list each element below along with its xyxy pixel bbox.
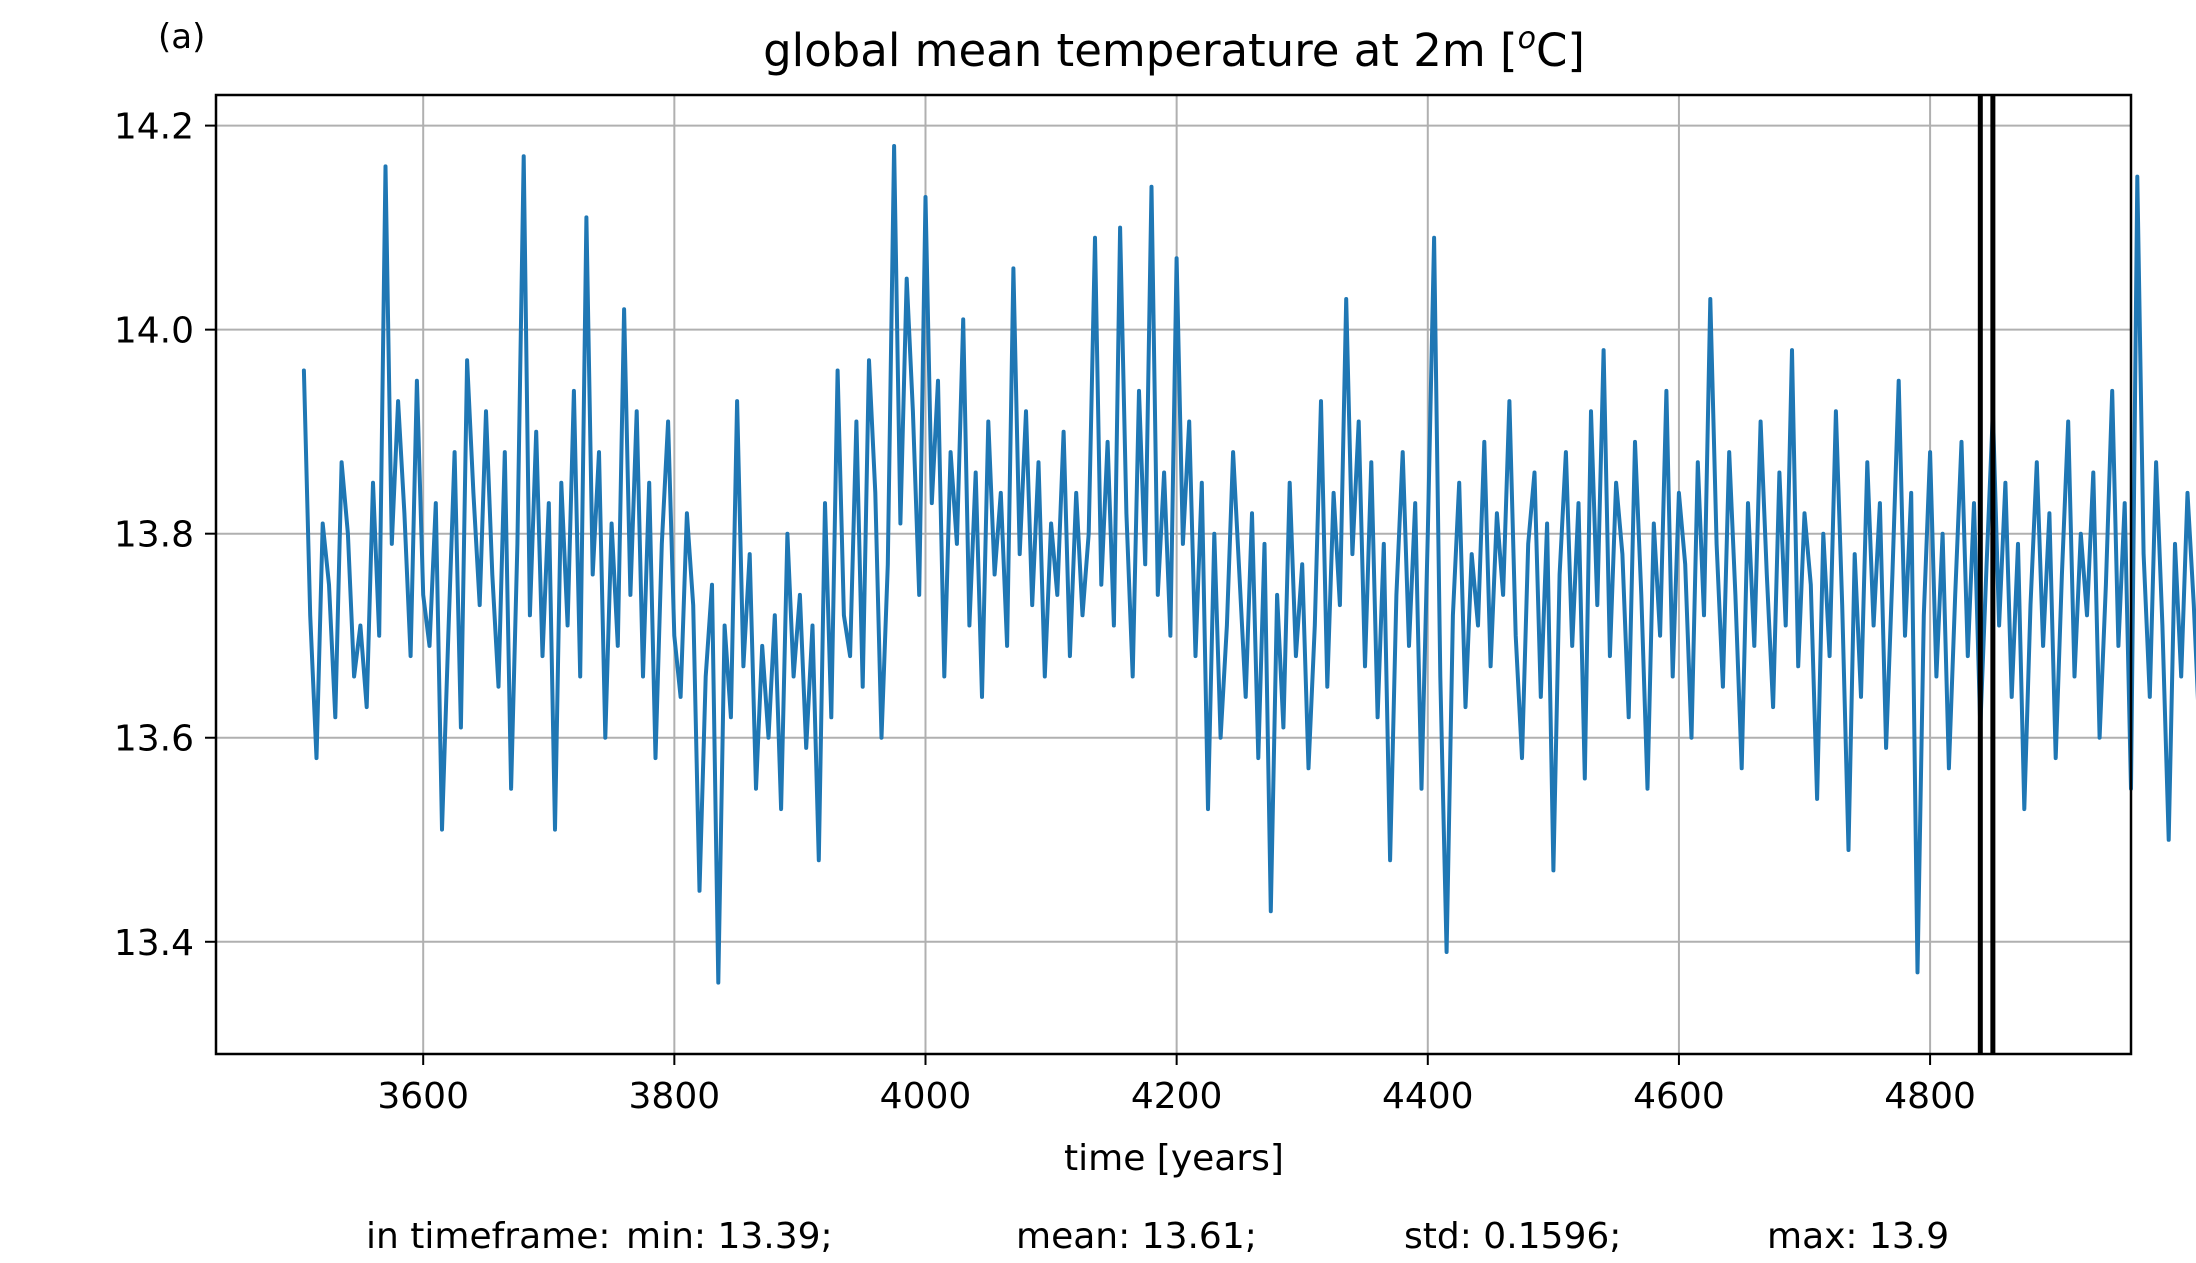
x-axis-label: time [years] [1064, 1138, 1284, 1179]
y-tick-label: 14.0 [114, 311, 194, 352]
stats-std: std: 0.1596; [1404, 1216, 1621, 1257]
y-axis-ticks: 13.4 13.6 13.8 14.0 14.2 [114, 107, 216, 964]
x-tick-label: 4400 [1382, 1076, 1474, 1117]
temperature-series-line [301, 144, 2196, 985]
stats-line: in timeframe: min: 13.39; mean: 13.61; s… [366, 1216, 1949, 1257]
chart-title: global mean temperature at 2m [oC] [763, 21, 1585, 77]
x-axis-ticks: 3600 3800 4000 4200 4400 4600 4800 [377, 1054, 1976, 1117]
panel-label: (a) [158, 17, 205, 57]
x-tick-label: 4600 [1633, 1076, 1725, 1117]
chart-title-unit-suffix: C] [1536, 24, 1585, 77]
y-tick-label: 14.2 [114, 107, 194, 148]
y-tick-label: 13.4 [114, 923, 194, 964]
x-tick-label: 4800 [1884, 1076, 1976, 1117]
y-tick-label: 13.6 [114, 719, 194, 760]
chart-title-unit-sup: o [1518, 21, 1536, 56]
stats-max: max: 13.9 [1767, 1216, 1949, 1257]
chart-title-main: global mean temperature at 2m [763, 24, 1486, 77]
x-tick-label: 3600 [377, 1076, 469, 1117]
chart-title-unit-prefix: [ [1486, 24, 1518, 77]
vertical-markers [1977, 95, 1996, 1054]
plot-frame [214, 93, 2133, 1056]
x-tick-label: 4000 [880, 1076, 972, 1117]
y-tick-label: 13.8 [114, 515, 194, 556]
stats-mean: mean: 13.61; [1016, 1216, 1257, 1257]
x-tick-label: 3800 [629, 1076, 721, 1117]
stats-prefix: in timeframe: [366, 1216, 610, 1257]
series-layer [301, 144, 2196, 985]
x-tick-label: 4200 [1131, 1076, 1223, 1117]
stats-min: min: 13.39; [626, 1216, 833, 1257]
